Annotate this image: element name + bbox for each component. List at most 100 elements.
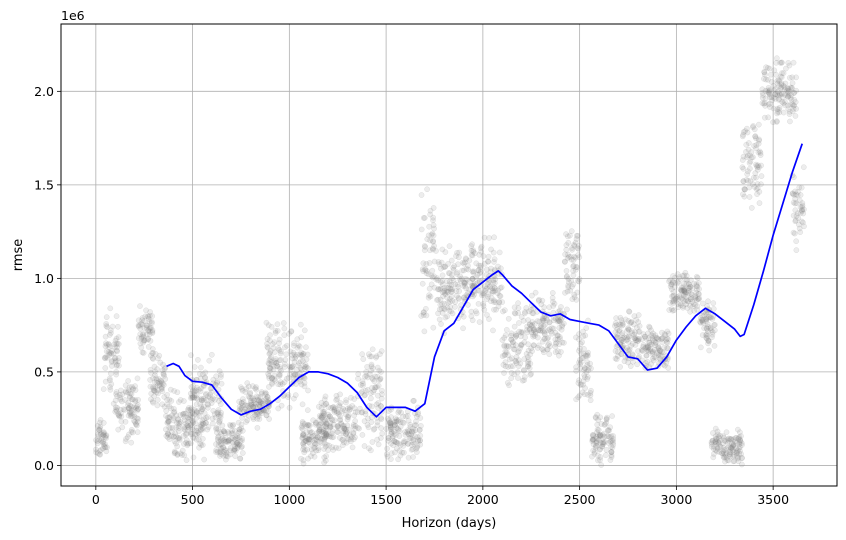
y-tick-label: 1.0 xyxy=(34,271,54,286)
scatter-point xyxy=(296,343,303,350)
scatter-point xyxy=(338,420,344,427)
scatter-point xyxy=(222,451,229,458)
scatter-point xyxy=(634,361,640,368)
scatter-point xyxy=(664,345,670,351)
scatter-point xyxy=(712,436,719,442)
scatter-point xyxy=(134,406,141,412)
scatter-point xyxy=(608,449,615,455)
scatter-point xyxy=(570,268,577,274)
scatter-point xyxy=(508,330,515,337)
scatter-point xyxy=(468,252,475,258)
scatter-point xyxy=(235,430,242,436)
scatter-point xyxy=(540,316,546,323)
scatter-point xyxy=(289,355,296,362)
scatter-point xyxy=(192,420,199,427)
scatter-point xyxy=(323,400,330,407)
scatter-point xyxy=(339,442,346,449)
scatter-point xyxy=(375,400,382,406)
scatter-point xyxy=(709,437,716,444)
scatter-point xyxy=(723,446,729,452)
scatter-point xyxy=(625,333,632,340)
scatter-point xyxy=(96,436,103,443)
scatter-point xyxy=(263,412,270,419)
scatter-point xyxy=(748,205,755,211)
scatter-point xyxy=(567,253,574,260)
scatter-point xyxy=(131,414,138,420)
scatter-point xyxy=(228,438,235,445)
scatter-point xyxy=(344,405,351,412)
scatter-point xyxy=(645,345,652,352)
scatter-point xyxy=(248,401,255,408)
scatter-point xyxy=(189,395,195,401)
scatter-point xyxy=(196,431,203,438)
scatter-point xyxy=(114,348,120,355)
scatter-point xyxy=(373,354,379,361)
scatter-point xyxy=(203,391,209,398)
scatter-point xyxy=(676,274,683,281)
scatter-point xyxy=(680,280,687,287)
scatter-point xyxy=(195,357,201,363)
scatter-point xyxy=(524,323,531,330)
scatter-point xyxy=(330,434,337,440)
scatter-point xyxy=(420,309,427,316)
scatter-point xyxy=(711,342,718,349)
scatter-point xyxy=(204,401,211,407)
scatter-point xyxy=(729,440,735,447)
scatter-point xyxy=(188,384,195,390)
scatter-point xyxy=(378,395,385,402)
scatter-point xyxy=(337,391,343,398)
scatter-point xyxy=(96,426,103,433)
scatter-point xyxy=(341,425,347,432)
scatter-point xyxy=(565,282,572,289)
scatter-point xyxy=(532,330,539,337)
scatter-point xyxy=(497,293,504,299)
scatter-point xyxy=(185,406,191,413)
scatter-point xyxy=(643,344,650,350)
scatter-point xyxy=(462,255,469,262)
scatter-point xyxy=(476,319,483,325)
scatter-point xyxy=(394,425,401,432)
scatter-point xyxy=(469,252,476,259)
scatter-point xyxy=(541,315,547,322)
scatter-point xyxy=(669,293,675,300)
scatter-point xyxy=(739,455,745,461)
scatter-point xyxy=(264,340,270,347)
scatter-point xyxy=(239,387,246,394)
scatter-point xyxy=(126,393,133,400)
scatter-point xyxy=(217,401,224,408)
scatter-point xyxy=(679,287,685,294)
scatter-point xyxy=(145,344,152,350)
scatter-point xyxy=(687,296,694,303)
scatter-point xyxy=(125,412,132,419)
scatter-point xyxy=(495,303,502,310)
scatter-point xyxy=(240,398,247,405)
scatter-point xyxy=(425,232,432,239)
scatter-point xyxy=(315,422,322,429)
scatter-point xyxy=(427,293,434,300)
scatter-point xyxy=(150,399,156,406)
scatter-point xyxy=(154,402,161,409)
scatter-point xyxy=(229,427,235,434)
scatter-point xyxy=(303,356,310,363)
scatter-point xyxy=(201,416,207,422)
scatter-point xyxy=(199,442,206,448)
scatter-point xyxy=(193,392,200,399)
scatter-point xyxy=(191,392,198,398)
scatter-point xyxy=(236,442,243,448)
scatter-point xyxy=(778,84,785,91)
scatter-point xyxy=(259,398,266,405)
scatter-point xyxy=(668,306,675,312)
scatter-point xyxy=(193,401,200,408)
scatter-point xyxy=(512,342,519,348)
scatter-point xyxy=(426,285,433,292)
scatter-point xyxy=(221,428,227,435)
scatter-point xyxy=(306,436,312,443)
scatter-point xyxy=(583,325,590,331)
scatter-point xyxy=(618,351,624,357)
scatter-point xyxy=(298,424,305,431)
scatter-point xyxy=(530,327,537,334)
scatter-point xyxy=(337,417,343,424)
scatter-point xyxy=(524,326,530,333)
scatter-point xyxy=(439,272,446,279)
scatter-point xyxy=(149,329,156,335)
